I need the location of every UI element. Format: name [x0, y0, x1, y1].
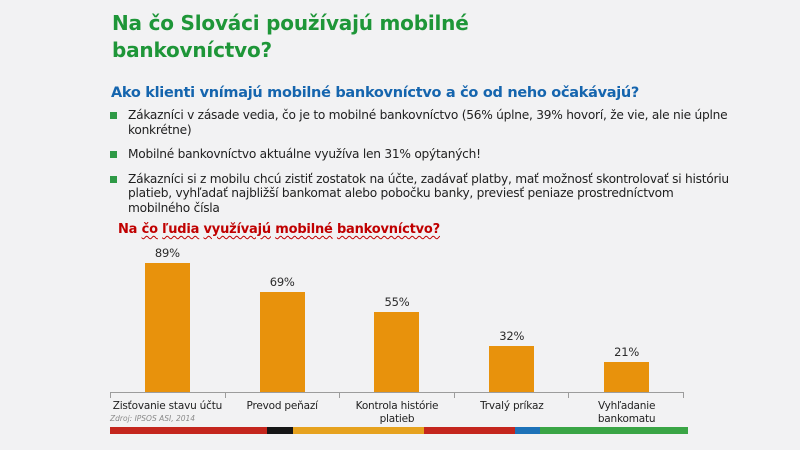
bullet-text: Zákazníci v zásade vedia, čo je to mobil… — [128, 108, 728, 137]
category-label-line: bankomatu — [597, 413, 656, 425]
footer-segment-red-1 — [110, 427, 268, 434]
chart-title: Na čo ľudia využívajú mobilné bankovníct… — [118, 222, 440, 237]
axis-tick — [453, 393, 569, 398]
bullet-item: Zákazníci si z mobilu chcú zistiť zostat… — [110, 172, 730, 216]
chart-title-word: ľudia — [162, 222, 200, 237]
bar — [374, 312, 420, 392]
category-label-line: Trvalý príkaz — [480, 400, 544, 412]
bar-slot: 69% — [225, 275, 340, 392]
footer-segment-red-2 — [423, 427, 516, 434]
bar — [489, 346, 535, 392]
chart-title-word: mobilné — [275, 222, 333, 237]
bullet-item: Mobilné bankovníctvo aktuálne využíva le… — [110, 147, 730, 162]
bullet-square-icon — [110, 112, 117, 119]
bar-slot: 89% — [110, 246, 225, 392]
axis-tick — [224, 393, 340, 398]
chart-title-word: čo — [141, 222, 158, 237]
category-label-line: Zisťovanie stavu účtu — [112, 400, 223, 412]
bar-slot: 55% — [340, 295, 455, 392]
bar-value-label: 55% — [384, 295, 410, 309]
footer-segment-orange — [293, 427, 424, 434]
bullet-square-icon — [110, 151, 117, 158]
chart-title-word: bankovníctvo? — [336, 222, 440, 237]
x-axis-ticks — [110, 393, 684, 398]
category-label-line: platieb — [379, 413, 415, 425]
category-label-line: Vyhľadanie — [597, 400, 656, 412]
category-label-line: Prevod peňazí — [246, 400, 319, 412]
bar-value-label: 89% — [154, 246, 180, 260]
bullet-list: Zákazníci v zásade vedia, čo je to mobil… — [110, 108, 730, 225]
bar-chart: 89% 69% 55% 32% 21% Zisťovanie stavu účtu Pre… — [110, 246, 684, 426]
category-label: Vyhľadanie bankomatu — [569, 400, 684, 426]
category-label: Prevod peňazí — [225, 400, 340, 426]
x-axis-labels: Zisťovanie stavu účtu Prevod peňazí Kontro… — [110, 400, 684, 426]
slide-title: Na čo Slováci používajú mobilné bankovní… — [112, 11, 469, 62]
footer-segment-blue — [515, 427, 540, 434]
bullet-item: Zákazníci v zásade vedia, čo je to mobil… — [110, 108, 730, 137]
bullet-text: Mobilné bankovníctvo aktuálne využíva le… — [128, 147, 481, 161]
category-label-line: Kontrola histórie — [355, 400, 439, 412]
bar — [144, 263, 190, 392]
bar-value-label: 32% — [499, 329, 525, 343]
bar-value-label: 21% — [614, 345, 640, 359]
bar — [259, 292, 305, 392]
bar-value-label: 69% — [269, 275, 295, 289]
chart-title-word: využívajú — [203, 222, 272, 237]
bullet-square-icon — [110, 175, 117, 183]
category-label: Zisťovanie stavu účtu — [110, 400, 225, 426]
bar — [604, 362, 650, 392]
source-note: Zdroj: IPSOS ASI, 2014 — [110, 414, 196, 423]
chart-plot-area: 89% 69% 55% 32% 21% — [110, 246, 684, 393]
bar-slot: 32% — [454, 329, 569, 392]
footer-color-bar — [110, 427, 688, 434]
axis-tick — [339, 393, 454, 398]
category-label: Kontrola histórie platieb — [340, 400, 455, 426]
axis-tick — [568, 393, 684, 398]
bullet-text: Zákazníci si z mobilu chcú zistiť zostat… — [128, 171, 729, 215]
category-label: Trvalý príkaz — [454, 400, 569, 426]
bar-slot: 21% — [569, 345, 684, 392]
chart-title-word: Na — [118, 222, 138, 237]
slide-subtitle: Ako klienti vnímajú mobilné bankovníctvo… — [111, 85, 640, 101]
footer-segment-green — [539, 427, 688, 434]
footer-segment-black — [267, 427, 294, 434]
axis-tick — [110, 393, 225, 398]
